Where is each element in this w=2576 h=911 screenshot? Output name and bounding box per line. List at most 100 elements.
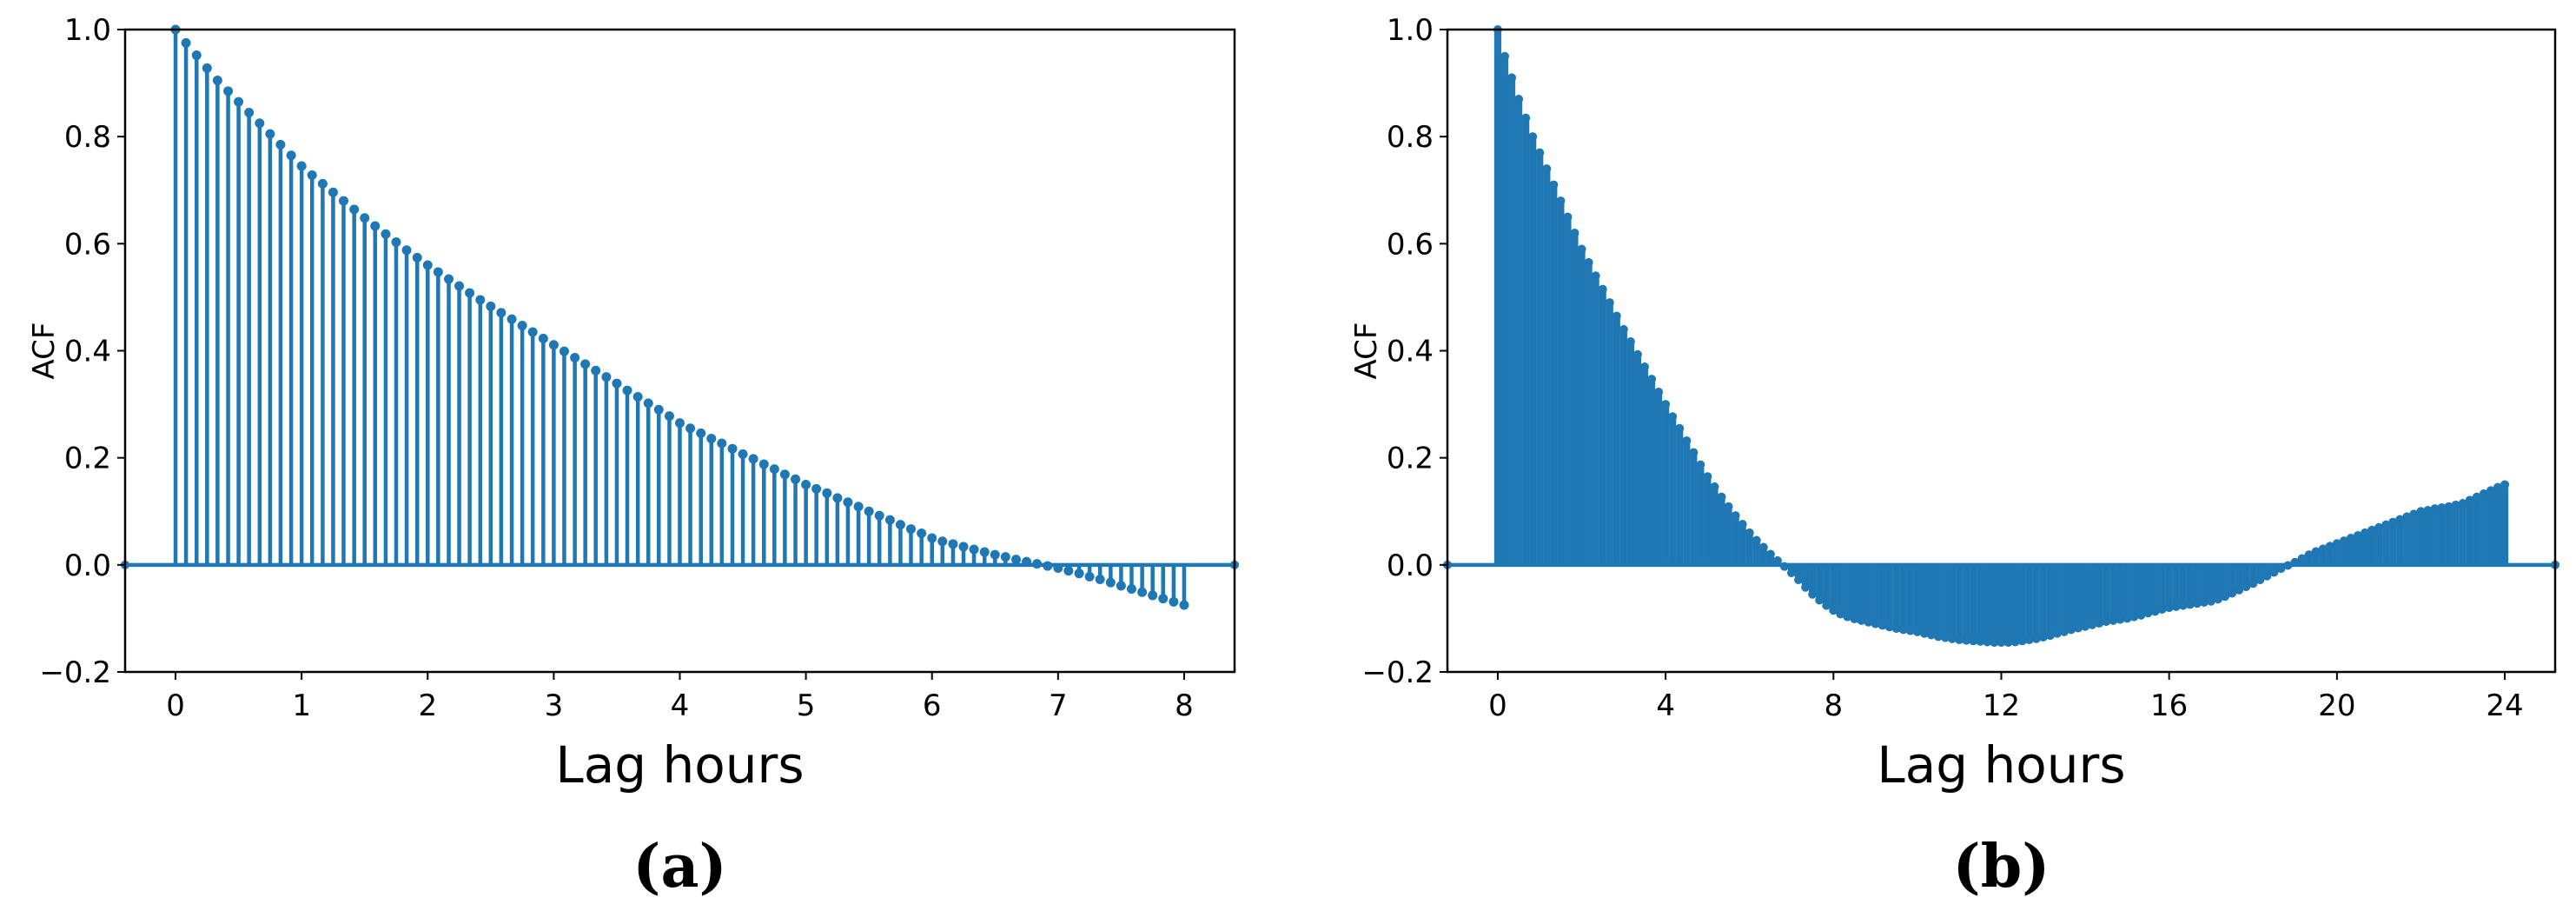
x-tick-label: 6 [923, 688, 942, 723]
stem-marker [2214, 595, 2223, 604]
stem-marker [486, 301, 496, 311]
stem-marker [422, 260, 433, 270]
stem-marker [2136, 610, 2146, 620]
stem-marker [1022, 556, 1032, 567]
stem-marker [444, 274, 454, 284]
stem-marker [517, 321, 527, 331]
stem-marker [2276, 564, 2286, 574]
stem-marker [2185, 600, 2195, 609]
y-tick-label: −0.2 [1361, 655, 1434, 690]
stem-marker [317, 178, 328, 189]
stem-marker [769, 464, 779, 475]
stem-marker [496, 308, 507, 318]
y-tick-label: 0.4 [1387, 335, 1434, 369]
stem-marker [601, 372, 612, 382]
stem-marker [2304, 550, 2314, 560]
stem-marker [2052, 628, 2062, 638]
stem-marker [1829, 606, 1838, 615]
stem-marker [2297, 554, 2307, 563]
stem-marker [454, 281, 465, 291]
y-axis-label: ACF [27, 323, 62, 380]
stem-marker [1794, 575, 1804, 585]
stem-marker [1682, 436, 1692, 445]
stem-marker [2228, 588, 2237, 598]
panel: −0.2 0.0 0.2 0.4 0.6 0.8 1.0 0 1 2 3 4 5 6 7 8 Lag hours… [27, 13, 1239, 901]
stem-marker [1500, 51, 1510, 61]
stem-marker [412, 252, 422, 263]
stem-marker [1983, 637, 1992, 647]
stem-marker [1969, 636, 1978, 646]
stem-marker [2388, 517, 2398, 527]
stem-marker [2150, 607, 2160, 616]
stem-marker [2423, 506, 2433, 515]
stem-marker [401, 245, 412, 256]
y-axis-label: ACF [1349, 323, 1384, 380]
stem-marker [727, 443, 738, 454]
stem-marker [1668, 412, 1678, 422]
stem-marker [874, 510, 884, 521]
stem-marker [632, 391, 643, 402]
stem-marker [1765, 549, 1775, 559]
stem-marker [2325, 542, 2334, 551]
x-tick-label: 20 [2318, 688, 2355, 723]
x-tick-label: 8 [1824, 688, 1843, 723]
y-tick-label: 0.4 [64, 335, 111, 369]
stem-marker [1912, 627, 1922, 636]
y-tick-label: 1.0 [64, 13, 111, 48]
stem-marker [2332, 539, 2341, 549]
stem-marker [2381, 520, 2391, 529]
stem-marker [1710, 482, 1719, 491]
stem-marker [738, 449, 748, 459]
stem-marker [244, 107, 255, 117]
stem-marker [370, 221, 381, 231]
stem-marker [328, 187, 338, 197]
stem-marker [1591, 271, 1600, 281]
stem-marker [2010, 637, 2020, 647]
x-tick-label: 16 [2150, 688, 2188, 723]
stem-marker [758, 459, 769, 469]
stem-marker [2402, 512, 2412, 522]
stem-marker [349, 204, 360, 215]
stem-marker [2088, 620, 2097, 629]
stem-marker [2311, 547, 2321, 556]
stem-marker [1584, 257, 1593, 267]
stem-marker [2367, 525, 2377, 535]
stem-marker [381, 229, 391, 239]
y-tick-label: 0.6 [1387, 227, 1434, 262]
stem-marker [1137, 587, 1148, 597]
stem-marker [1801, 582, 1811, 592]
stem-marker [1772, 555, 1782, 565]
x-tick-label: 0 [1488, 688, 1507, 723]
stem-marker [1836, 609, 1845, 619]
panel-caption: (a) [632, 832, 726, 901]
y-tick-label: 0.8 [64, 120, 111, 155]
stem-marker [1063, 566, 1074, 576]
stem-marker [2493, 482, 2502, 492]
stem-marker [612, 378, 622, 389]
y-tick-label: 0.0 [1387, 549, 1434, 583]
stem-marker [538, 333, 548, 343]
stem-marker [2465, 495, 2474, 505]
stem-marker [1857, 615, 1866, 625]
stem-marker [433, 267, 443, 277]
stem-marker [696, 428, 706, 438]
stem-marker [1535, 148, 1545, 157]
stem-marker [548, 340, 559, 350]
stem-marker [917, 528, 927, 538]
stem-marker [559, 346, 569, 356]
stem-marker [2361, 528, 2370, 537]
stem-marker [591, 365, 601, 376]
stem-marker [1926, 630, 1936, 640]
stem-marker [1605, 298, 1614, 308]
stem-marker [2017, 636, 2027, 646]
stem-marker [791, 474, 801, 484]
stem-marker [1864, 617, 1873, 627]
stem-marker [1877, 621, 1887, 630]
stem-marker [1126, 584, 1136, 595]
x-tick-label: 5 [797, 688, 816, 723]
stem-marker [832, 493, 843, 503]
stem-marker [1074, 569, 1084, 579]
stem-marker [1612, 311, 1621, 321]
stem-marker [843, 497, 853, 508]
x-tick-label: 4 [671, 688, 690, 723]
